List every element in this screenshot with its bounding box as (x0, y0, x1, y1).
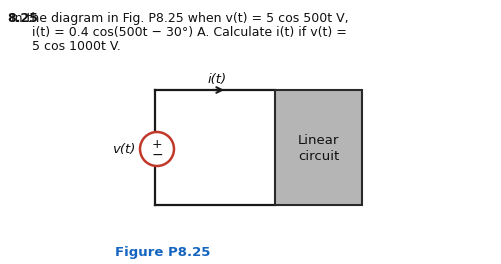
Text: circuit: circuit (297, 150, 339, 163)
Circle shape (140, 132, 174, 166)
Text: v(t): v(t) (111, 143, 135, 155)
Bar (275, 90, 361, 205)
Text: i(t) = 0.4 cos(500t − 30°) A. Calculate i(t) if v(t) =: i(t) = 0.4 cos(500t − 30°) A. Calculate … (32, 26, 346, 39)
Text: i(t): i(t) (207, 73, 226, 86)
Text: 5 cos 1000t V.: 5 cos 1000t V. (32, 40, 121, 53)
Text: Figure P8.25: Figure P8.25 (115, 246, 210, 259)
Text: −: − (151, 148, 162, 162)
Text: 8.25: 8.25 (7, 12, 38, 25)
Text: +: + (151, 138, 162, 150)
Text: In the diagram in Fig. P8.25 when v(t) = 5 cos 500t V,: In the diagram in Fig. P8.25 when v(t) =… (7, 12, 348, 25)
Text: Linear: Linear (297, 134, 339, 147)
